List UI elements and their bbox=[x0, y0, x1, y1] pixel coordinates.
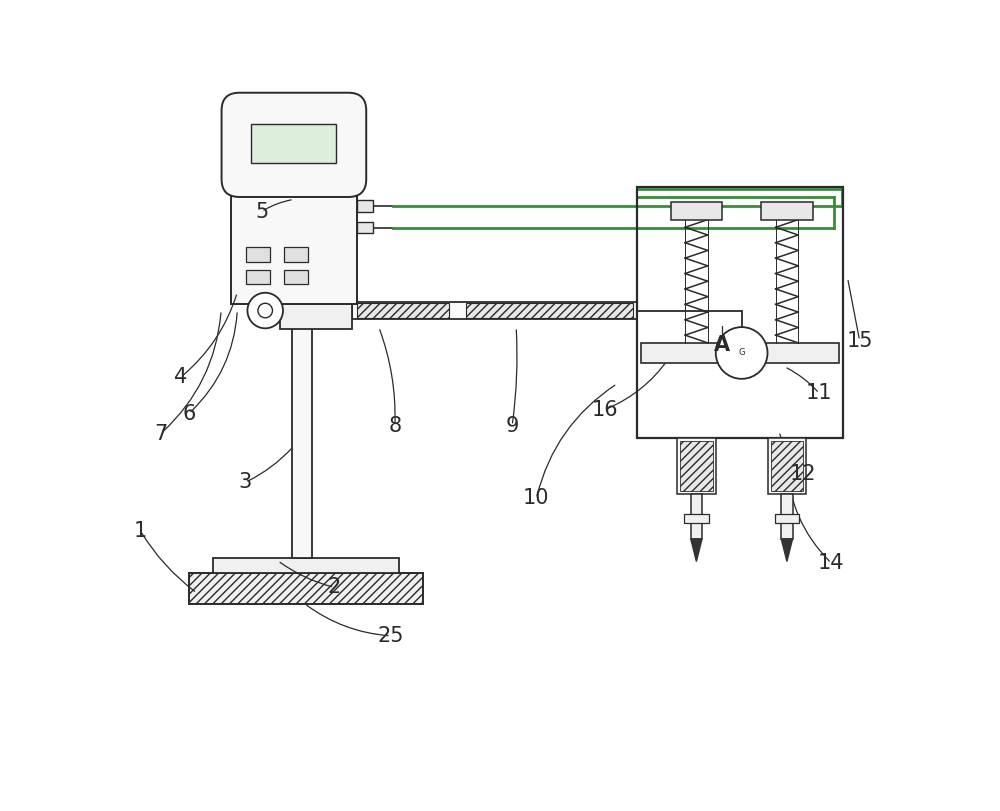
Circle shape bbox=[716, 327, 768, 379]
Bar bbox=[761, 202, 813, 220]
Text: 10: 10 bbox=[523, 488, 550, 508]
Bar bbox=[671, 202, 722, 220]
Bar bbox=[284, 270, 308, 285]
Text: 3: 3 bbox=[239, 472, 252, 492]
Bar bbox=[466, 303, 633, 318]
Bar bbox=[641, 343, 839, 363]
Bar bbox=[677, 438, 716, 495]
Text: 7: 7 bbox=[154, 424, 167, 444]
Text: 1: 1 bbox=[134, 521, 147, 541]
Bar bbox=[357, 303, 449, 318]
Bar bbox=[771, 441, 803, 491]
Bar bbox=[246, 247, 270, 262]
Bar bbox=[189, 573, 423, 603]
Text: G: G bbox=[738, 349, 745, 358]
Text: 12: 12 bbox=[790, 464, 816, 484]
Text: 2: 2 bbox=[328, 577, 341, 598]
Bar bbox=[637, 187, 843, 438]
Text: 15: 15 bbox=[846, 331, 873, 351]
Text: 4: 4 bbox=[174, 367, 187, 387]
Text: A: A bbox=[714, 335, 730, 355]
Polygon shape bbox=[781, 539, 793, 561]
Bar bbox=[292, 304, 312, 558]
Bar bbox=[691, 495, 702, 539]
Text: 5: 5 bbox=[255, 201, 268, 221]
Bar bbox=[246, 270, 270, 285]
Circle shape bbox=[247, 293, 283, 328]
Text: 11: 11 bbox=[806, 384, 832, 403]
Circle shape bbox=[258, 303, 272, 318]
Text: 8: 8 bbox=[388, 416, 401, 436]
Bar bbox=[284, 247, 308, 262]
Text: 14: 14 bbox=[818, 553, 845, 573]
Bar bbox=[251, 124, 336, 163]
Bar bbox=[768, 438, 806, 495]
FancyBboxPatch shape bbox=[222, 92, 366, 197]
Bar bbox=[352, 302, 637, 320]
Text: 25: 25 bbox=[378, 626, 404, 646]
Bar bbox=[775, 513, 799, 523]
Bar bbox=[357, 200, 373, 212]
Bar bbox=[231, 179, 357, 304]
Bar bbox=[680, 441, 713, 491]
Bar bbox=[684, 513, 709, 523]
Polygon shape bbox=[691, 539, 702, 561]
Bar bbox=[781, 495, 793, 539]
Text: 6: 6 bbox=[182, 404, 196, 423]
Bar bbox=[213, 558, 399, 573]
Bar bbox=[280, 292, 352, 328]
Text: 16: 16 bbox=[592, 400, 618, 419]
Text: 9: 9 bbox=[505, 416, 519, 436]
Bar bbox=[357, 222, 373, 234]
